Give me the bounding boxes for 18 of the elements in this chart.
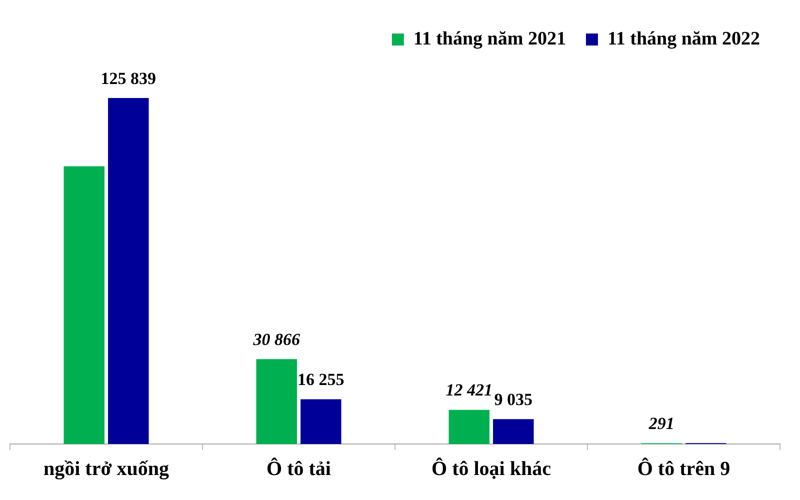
data-label: 291 [648, 414, 674, 434]
data-label: 125 839 [100, 68, 156, 88]
x-tick-label: Ô tô trên 9 [637, 457, 730, 480]
bar [256, 359, 297, 444]
bar [300, 399, 342, 444]
bar [108, 98, 149, 444]
data-label: 30 866 [252, 330, 300, 350]
data-label: 16 255 [298, 370, 344, 390]
x-tick-label: ngồi trở xuống [43, 458, 170, 480]
bar [448, 410, 490, 444]
legend-label: 11 tháng năm 2021 [413, 28, 566, 50]
data-label: 9 035 [494, 390, 533, 410]
bar [64, 166, 104, 444]
x-tick-label: Ô tô tải [266, 457, 332, 480]
bar [493, 419, 534, 444]
legend-label: 11 tháng năm 2022 [607, 28, 760, 50]
x-tick-label: Ô tô loại khác [432, 457, 552, 480]
data-label: 12 421 [446, 380, 492, 400]
